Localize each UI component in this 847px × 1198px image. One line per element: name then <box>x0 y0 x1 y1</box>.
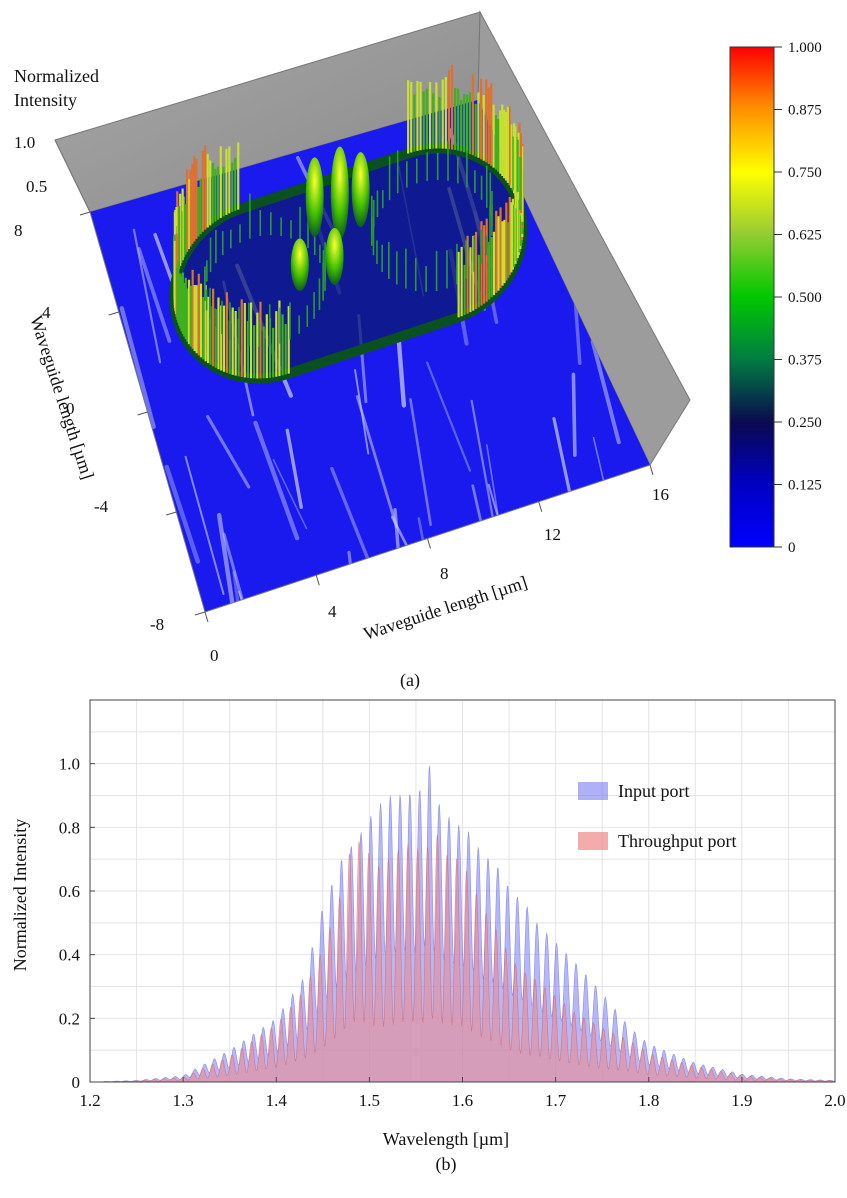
y-tick-label: 4 <box>42 303 51 322</box>
legend-label-input: Input port <box>618 781 690 801</box>
colorbar <box>729 46 775 548</box>
streak <box>184 455 225 596</box>
legend-swatch-input <box>578 782 608 800</box>
ring-resonators <box>169 64 528 384</box>
y-tick-label: 0 <box>72 1073 81 1092</box>
z-tick-label: 1.0 <box>14 133 35 152</box>
figure-label-a: (a) <box>400 670 420 690</box>
chart-a: Normalized Intensity 1.0 0.5 8 4 0 -4 -8… <box>14 10 822 690</box>
streak <box>396 332 407 408</box>
x-tick <box>315 575 320 586</box>
colorbar-ticks: 1.000 0.875 0.750 0.625 0.500 0.375 0.250 0.125… <box>774 40 822 556</box>
streak <box>426 361 472 472</box>
central-peak <box>330 146 349 240</box>
streak <box>409 398 432 526</box>
y-tick-labels: 0 0.2 0.4 0.6 0.8 1.0 <box>59 755 95 1092</box>
x-tick-labels: 1.2 1.3 1.4 1.5 1.6 1.7 1.8 1.9 2.0 <box>79 1077 846 1110</box>
y-tick <box>194 611 206 616</box>
axis-ticks <box>79 211 654 623</box>
y-tick-label: 0.4 <box>59 946 81 965</box>
y-tick <box>79 211 91 216</box>
colorbar-tick-label: 0.375 <box>788 353 822 369</box>
streak <box>238 590 278 612</box>
y-tick <box>166 511 177 516</box>
y-tick <box>108 311 119 316</box>
streak <box>330 466 372 567</box>
x-tick-label: 1.2 <box>79 1091 100 1110</box>
y-axis-label: Waveguide length [µm] <box>26 313 98 482</box>
x-tick <box>427 538 431 549</box>
x-tick-label: 1.3 <box>173 1091 194 1110</box>
y-tick-label: 8 <box>14 221 23 240</box>
colorbar-tick-label: 0.875 <box>788 103 822 119</box>
x-tick-label: 4 <box>328 602 337 621</box>
y-tick-label: 0.6 <box>59 882 80 901</box>
x-tick-label: 1.7 <box>545 1091 567 1110</box>
colorbar-tick-label: 0.250 <box>788 415 822 431</box>
x-tick-label: 12 <box>544 525 561 544</box>
colorbar-tick-label: 0.125 <box>788 478 822 494</box>
x-tick <box>538 501 543 512</box>
colorbar-tick-label: 1.000 <box>788 40 822 56</box>
colorbar-tick-label: 0 <box>788 540 796 556</box>
x-tick-label: 1.4 <box>266 1091 288 1110</box>
colorbar-tick-label: 0.750 <box>788 165 822 181</box>
y-tick-label: 1.0 <box>59 755 80 774</box>
x-tick-label: 0 <box>210 646 219 665</box>
x-tick-label: 16 <box>652 485 669 504</box>
streak <box>355 395 398 528</box>
x-axis-label: Wavelength [µm] <box>383 1129 509 1149</box>
streak <box>285 428 303 509</box>
colorbar-tick-label: 0.500 <box>788 290 822 306</box>
x-tick-label: 2.0 <box>824 1091 845 1110</box>
legend-label-through: Throughput port <box>618 831 737 851</box>
streak <box>136 247 172 343</box>
x-tick-label: 1.5 <box>359 1091 380 1110</box>
chart-b: 1.2 1.3 1.4 1.5 1.6 1.7 1.8 1.9 2.0 0 0.2 0.4 0.6 0.… <box>10 699 846 1175</box>
y-tick-label: -4 <box>94 497 109 516</box>
y-tick-label: 0 <box>66 399 75 418</box>
streak <box>571 372 577 457</box>
z-axis-line <box>54 139 91 213</box>
y-tick-label: -8 <box>150 615 164 634</box>
central-peak <box>351 152 370 228</box>
central-peak <box>325 228 344 286</box>
y-axis-label: Normalized Intensity <box>10 819 30 971</box>
streak <box>590 339 621 445</box>
x-tick-label: 1.8 <box>638 1091 659 1110</box>
series-throughput-port <box>89 835 836 1083</box>
z-axis-label-line2: Intensity <box>14 90 77 110</box>
streak <box>164 464 201 564</box>
figure-label-b: (b) <box>436 1154 457 1175</box>
streak <box>119 306 156 429</box>
z-tick-label: 0.5 <box>26 177 47 196</box>
x-tick-label: 1.9 <box>731 1091 752 1110</box>
x-tick <box>204 611 209 623</box>
legend: Input port Throughput port <box>578 781 737 851</box>
streak <box>253 420 300 541</box>
streak <box>206 414 251 489</box>
y-tick-label: 0.8 <box>59 818 80 837</box>
streak <box>216 512 240 612</box>
central-peak <box>290 238 309 292</box>
y-tick <box>137 411 148 416</box>
streak <box>272 458 308 530</box>
central-peak <box>305 157 324 237</box>
streak <box>347 550 367 612</box>
legend-swatch-through <box>578 832 608 850</box>
z-axis-label-line1: Normalized <box>14 66 99 86</box>
streak <box>232 570 248 612</box>
x-tick-label: 8 <box>440 564 449 583</box>
streak <box>132 228 162 364</box>
x-tick <box>649 464 654 476</box>
x-tick-label: 1.6 <box>452 1091 473 1110</box>
y-tick-label: 0.2 <box>59 1009 80 1028</box>
colorbar-tick-label: 0.625 <box>788 228 822 244</box>
